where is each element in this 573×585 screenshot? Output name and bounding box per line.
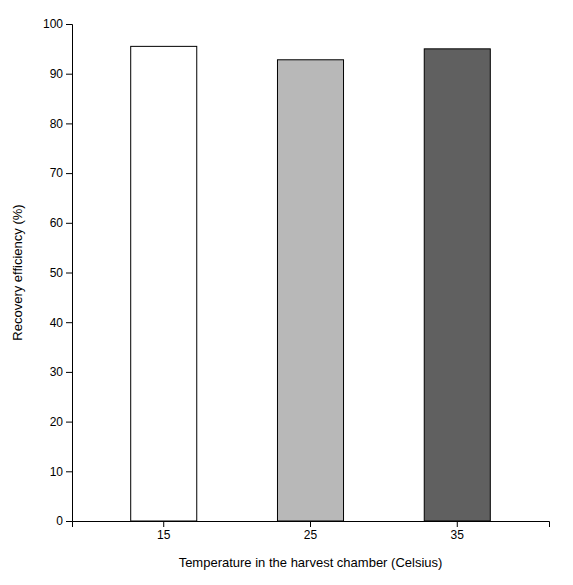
x-tick-mark [457,521,458,527]
y-tick: 50 [50,266,72,280]
y-tick: 60 [50,216,72,230]
y-tick-mark [66,74,72,75]
y-tick-label: 20 [50,415,64,429]
y-tick-mark [66,24,72,25]
x-tick-mark [310,521,311,527]
x-tick: 35 [451,521,465,542]
y-tick: 80 [50,117,72,131]
y-tick-label: 80 [50,117,64,131]
chart-container: 0 10 20 30 40 50 60 70 80 90 100 15 25 35 Temperature … [0,0,573,585]
x-axis-title: Temperature in the harvest chamber (Cels… [179,555,443,570]
y-tick-label: 90 [50,67,64,81]
y-tick-label: 30 [50,365,64,379]
x-tick-mark [163,521,164,527]
bars [131,46,491,521]
y-tick: 30 [50,365,72,379]
x-axis: 15 25 35 [73,521,550,542]
y-tick-mark [66,422,72,423]
y-tick: 0 [56,514,72,528]
bar [131,46,197,521]
y-tick: 20 [50,415,72,429]
x-tick-label: 35 [451,528,465,542]
y-tick-label: 10 [50,465,64,479]
x-tick: 15 [157,521,171,542]
x-axis-line [73,522,550,528]
y-axis: 0 10 20 30 40 50 60 70 80 90 100 [43,17,73,528]
y-tick: 40 [50,316,72,330]
y-tick: 10 [50,465,72,479]
y-tick: 90 [50,67,72,81]
y-tick: 70 [50,166,72,180]
bar [424,49,490,521]
chart-svg: 0 10 20 30 40 50 60 70 80 90 100 15 25 35 Temperature … [0,0,573,585]
y-axis-title: Recovery efficiency (%) [10,204,25,340]
y-tick-label: 100 [43,17,63,31]
x-tick: 25 [304,521,318,542]
y-axis-line [66,25,73,522]
bar [277,60,343,521]
x-tick-label: 15 [157,528,171,542]
y-tick-label: 0 [56,514,63,528]
y-tick-label: 40 [50,316,64,330]
y-tick-mark [66,471,72,472]
x-tick-label: 25 [304,528,318,542]
y-tick-mark [66,223,72,224]
y-tick-label: 50 [50,266,64,280]
y-tick-label: 60 [50,216,64,230]
y-tick-mark [66,273,72,274]
y-tick: 100 [43,17,72,31]
y-tick-mark [66,521,72,522]
y-tick-mark [66,322,72,323]
y-tick-mark [66,173,72,174]
y-tick-mark [66,123,72,124]
y-tick-label: 70 [50,166,64,180]
y-tick-mark [66,372,72,373]
plot-area: 0 10 20 30 40 50 60 70 80 90 100 15 25 35 [43,17,550,541]
